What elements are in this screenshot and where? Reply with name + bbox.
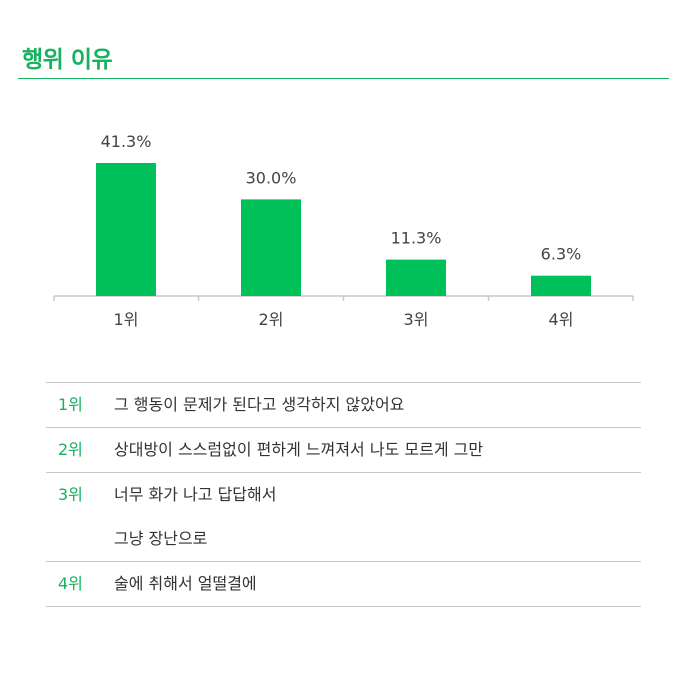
bar-1 [96, 163, 156, 296]
ranking-row: 4위 술에 취해서 얼떨결에 [46, 562, 641, 607]
ranking-reason-text: 너무 화가 나고 답답해서 [114, 485, 277, 504]
bar-4 [531, 275, 591, 296]
ranking-reasons: 술에 취해서 얼떨결에 [114, 562, 641, 606]
bar-chart: 41.3% 30.0% 11.3% 6.3% 1위 2위 3위 4위 [53, 132, 634, 329]
ranking-reasons: 상대방이 스스럼없이 편하게 느껴져서 나도 모르게 그만 [114, 428, 641, 472]
x-tick-label-4: 4위 [549, 310, 574, 329]
page-title: 행위 이유 [22, 47, 113, 73]
value-label-2: 30.0% [246, 168, 297, 187]
title-divider [18, 78, 669, 79]
ranking-table: 1위 그 행동이 문제가 된다고 생각하지 않았어요 2위 상대방이 스스럼없이 편하… [46, 382, 641, 607]
x-axis [53, 295, 634, 301]
ranking-row: 1위 그 행동이 문제가 된다고 생각하지 않았어요 [46, 383, 641, 428]
bar-2 [241, 199, 301, 296]
ranking-reason-text: 그 행동이 문제가 된다고 생각하지 않았어요 [114, 395, 405, 414]
x-tick-label-3: 3위 [404, 310, 429, 329]
value-label-3: 11.3% [391, 229, 442, 248]
value-label-4: 6.3% [541, 245, 582, 264]
ranking-reasons: 그 행동이 문제가 된다고 생각하지 않았어요 [114, 383, 641, 427]
ranking-reason-text: 그냥 장난으로 [114, 529, 208, 548]
x-tick-labels: 1위 2위 3위 4위 [114, 310, 574, 329]
bars [96, 163, 591, 296]
x-tick-label-2: 2위 [259, 310, 284, 329]
ranking-rank-label: 3위 [58, 485, 83, 504]
ranking-reason-text: 상대방이 스스럼없이 편하게 느껴져서 나도 모르게 그만 [114, 440, 484, 459]
value-label-1: 41.3% [101, 132, 152, 151]
ranking-reason-text: 술에 취해서 얼떨결에 [114, 574, 257, 593]
ranking-rank-label: 1위 [58, 395, 83, 414]
bar-3 [386, 259, 446, 296]
ranking-rank-label: 2위 [58, 440, 83, 459]
ranking-rank-label: 4위 [58, 574, 83, 593]
value-labels: 41.3% 30.0% 11.3% 6.3% [101, 132, 582, 264]
ranking-row: 2위 상대방이 스스럼없이 편하게 느껴져서 나도 모르게 그만 [46, 428, 641, 473]
x-tick-label-1: 1위 [114, 310, 139, 329]
